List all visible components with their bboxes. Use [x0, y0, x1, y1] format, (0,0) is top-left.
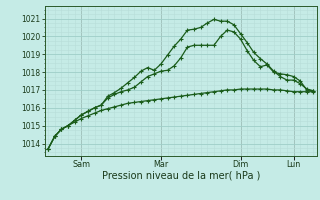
X-axis label: Pression niveau de la mer( hPa ): Pression niveau de la mer( hPa ) — [102, 171, 260, 181]
